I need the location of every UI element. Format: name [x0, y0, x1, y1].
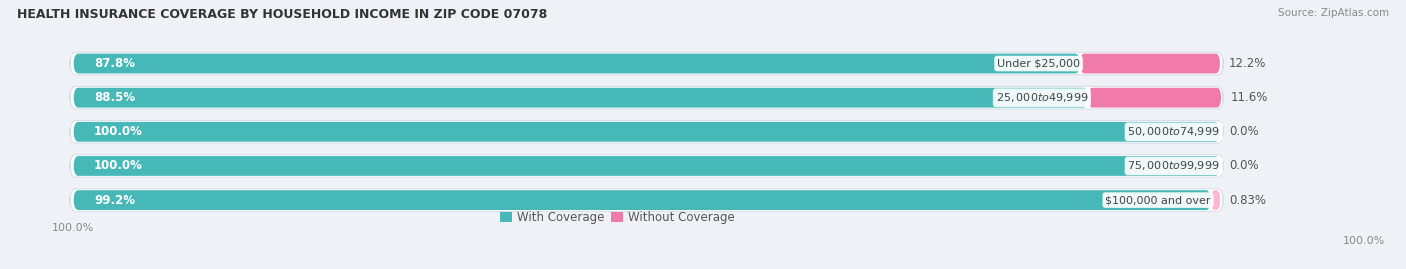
Text: $100,000 and over: $100,000 and over	[1105, 195, 1211, 205]
Text: 0.0%: 0.0%	[1229, 125, 1258, 138]
Text: $25,000 to $49,999: $25,000 to $49,999	[995, 91, 1088, 104]
Text: 100.0%: 100.0%	[94, 125, 143, 138]
Text: 99.2%: 99.2%	[94, 194, 135, 207]
Text: $75,000 to $99,999: $75,000 to $99,999	[1128, 160, 1220, 172]
Legend: With Coverage, Without Coverage: With Coverage, Without Coverage	[495, 206, 740, 229]
FancyBboxPatch shape	[70, 86, 1223, 109]
FancyBboxPatch shape	[73, 88, 1088, 108]
Text: 88.5%: 88.5%	[94, 91, 135, 104]
FancyBboxPatch shape	[73, 54, 1080, 73]
FancyBboxPatch shape	[70, 155, 1223, 177]
Text: 12.2%: 12.2%	[1229, 57, 1267, 70]
FancyBboxPatch shape	[73, 122, 1220, 142]
Text: 11.6%: 11.6%	[1230, 91, 1268, 104]
Text: 0.0%: 0.0%	[1229, 160, 1258, 172]
FancyBboxPatch shape	[1088, 88, 1220, 108]
FancyBboxPatch shape	[70, 121, 1223, 143]
Text: $50,000 to $74,999: $50,000 to $74,999	[1128, 125, 1220, 138]
Text: 87.8%: 87.8%	[94, 57, 135, 70]
Text: 0.83%: 0.83%	[1229, 194, 1267, 207]
FancyBboxPatch shape	[73, 156, 1220, 176]
FancyBboxPatch shape	[70, 52, 1223, 75]
FancyBboxPatch shape	[1211, 190, 1220, 210]
Text: Under $25,000: Under $25,000	[997, 59, 1080, 69]
FancyBboxPatch shape	[73, 190, 1211, 210]
Text: HEALTH INSURANCE COVERAGE BY HOUSEHOLD INCOME IN ZIP CODE 07078: HEALTH INSURANCE COVERAGE BY HOUSEHOLD I…	[17, 8, 547, 21]
Text: 100.0%: 100.0%	[1343, 236, 1385, 246]
FancyBboxPatch shape	[70, 189, 1223, 211]
Text: 100.0%: 100.0%	[94, 160, 143, 172]
Text: Source: ZipAtlas.com: Source: ZipAtlas.com	[1278, 8, 1389, 18]
FancyBboxPatch shape	[1080, 54, 1220, 73]
